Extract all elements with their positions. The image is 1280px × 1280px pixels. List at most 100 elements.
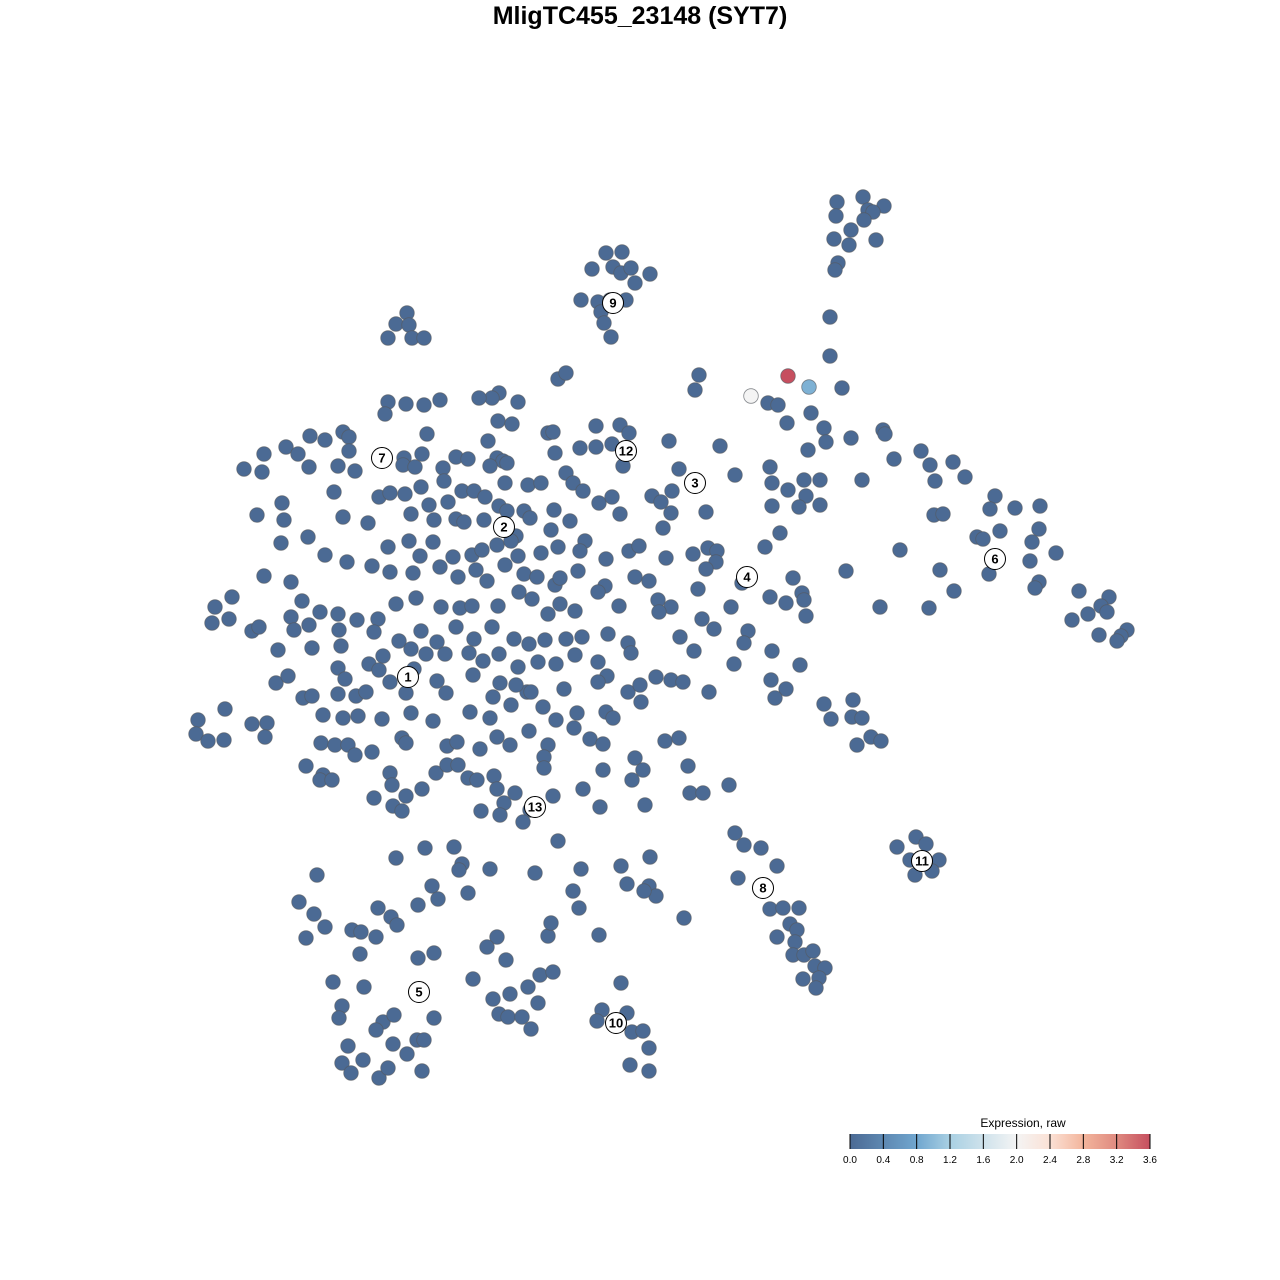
data-point [565, 883, 581, 899]
data-point [413, 623, 429, 639]
data-point [462, 704, 478, 720]
data-point [712, 438, 728, 454]
data-point [957, 469, 973, 485]
data-point [326, 484, 342, 500]
data-point [200, 733, 216, 749]
data-point [476, 512, 492, 528]
data-point [533, 475, 549, 491]
data-point [251, 619, 267, 635]
cluster-label-5: 5 [408, 981, 430, 1003]
data-point [723, 599, 739, 615]
data-point [410, 897, 426, 913]
points-layer [188, 189, 1135, 1086]
data-point [386, 1007, 402, 1023]
data-point [791, 499, 807, 515]
data-point [921, 600, 937, 616]
data-point [460, 451, 476, 467]
data-point [268, 675, 284, 691]
data-point [730, 870, 746, 886]
data-point [1109, 633, 1125, 649]
data-point [889, 839, 905, 855]
colorbar-tick-label: 2.8 [1076, 1155, 1090, 1166]
data-point [280, 668, 296, 684]
data-point [595, 762, 611, 778]
data-point [426, 512, 442, 528]
data-point [550, 539, 566, 555]
data-point [1032, 498, 1048, 514]
cluster-label-6: 6 [984, 548, 1006, 570]
data-point [306, 906, 322, 922]
data-point [1048, 545, 1064, 561]
data-point [429, 634, 445, 650]
data-point [780, 482, 796, 498]
data-point [469, 772, 485, 788]
data-point [706, 621, 722, 637]
data-point [259, 715, 275, 731]
data-point [370, 900, 386, 916]
data-point [516, 566, 532, 582]
cluster-label-9: 9 [602, 292, 624, 314]
data-point [515, 814, 531, 830]
data-point [382, 674, 398, 690]
data-point [451, 862, 467, 878]
data-point [254, 464, 270, 480]
data-point [572, 543, 588, 559]
data-point [816, 696, 832, 712]
data-point [1091, 627, 1107, 643]
data-point [590, 674, 606, 690]
colorbar-tick-label: 2.4 [1043, 1155, 1057, 1166]
data-point [343, 1065, 359, 1081]
data-point [353, 924, 369, 940]
data-point [987, 488, 1003, 504]
data-point [416, 1032, 432, 1048]
data-point [691, 367, 707, 383]
data-point [648, 669, 664, 685]
data-point [244, 716, 260, 732]
cluster-label-badge [371, 447, 393, 469]
data-point [484, 619, 500, 635]
data-point [368, 1022, 384, 1038]
data-point [567, 647, 583, 663]
cluster-label-text: 12 [619, 444, 633, 459]
data-point [812, 472, 828, 488]
cluster-label-text: 6 [991, 552, 998, 567]
data-point [482, 458, 498, 474]
data-point [520, 477, 536, 493]
data-point [405, 565, 421, 581]
data-point [600, 626, 616, 642]
data-point [757, 539, 773, 555]
cluster-label-badge [524, 796, 546, 818]
chart-title: MligTC455_23148 (SYT7) [492, 2, 788, 30]
data-point [489, 781, 505, 797]
data-point [521, 636, 537, 652]
data-point [845, 692, 861, 708]
data-point [341, 429, 357, 445]
data-point [426, 1010, 442, 1026]
data-point [575, 483, 591, 499]
data-point [682, 785, 698, 801]
colorbar-tick-label: 0.4 [876, 1155, 890, 1166]
data-point [545, 788, 561, 804]
data-point [360, 515, 376, 531]
cluster-label-badge [984, 548, 1006, 570]
data-point [502, 986, 518, 1002]
data-point [753, 840, 769, 856]
data-point [432, 559, 448, 575]
data-point [414, 1063, 430, 1079]
data-point [843, 430, 859, 446]
data-point [524, 591, 540, 607]
data-point [366, 790, 382, 806]
data-point [257, 729, 273, 745]
data-point [385, 1036, 401, 1052]
data-point [627, 569, 643, 585]
colorbar-tick-label: 3.2 [1110, 1155, 1124, 1166]
data-point [671, 461, 687, 477]
data-point [298, 930, 314, 946]
data-point [676, 910, 692, 926]
data-point [492, 807, 508, 823]
data-point [508, 677, 524, 693]
data-point [596, 315, 612, 331]
data-point [433, 599, 449, 615]
data-point [474, 542, 490, 558]
data-point [762, 589, 778, 605]
